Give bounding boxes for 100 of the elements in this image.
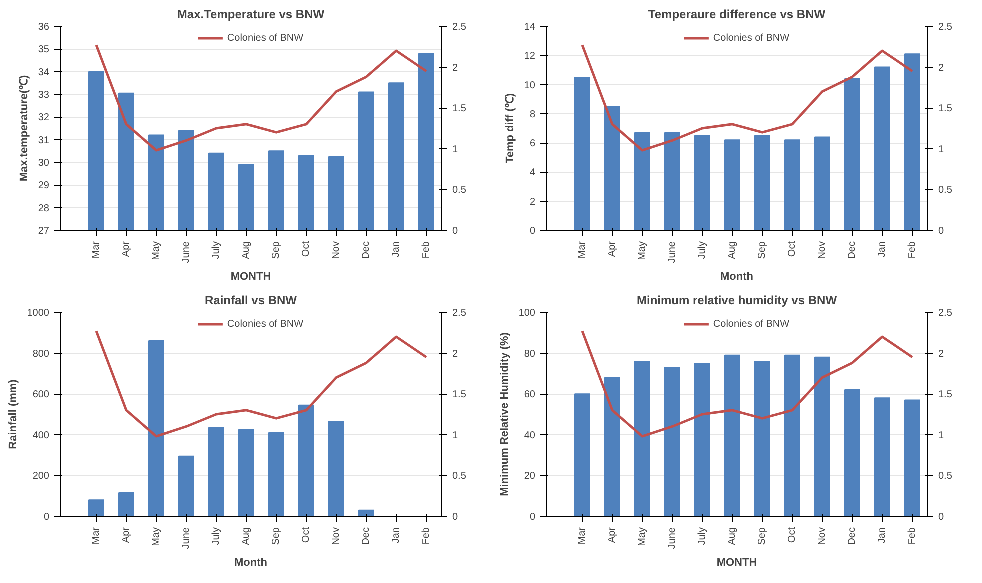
- x-tick-label: Dec: [361, 241, 372, 260]
- y2-tick-label: 0.5: [938, 471, 953, 482]
- bar: [238, 429, 254, 516]
- x-tick-label: Dec: [847, 527, 858, 546]
- y2-tick-label: 1.5: [938, 104, 953, 115]
- chart-title: Rainfall vs BNW: [204, 294, 298, 308]
- y2-tick-label: 2: [938, 62, 944, 74]
- x-tick-label: Aug: [241, 527, 252, 546]
- y2-tick-label: 1: [938, 144, 944, 156]
- bar: [784, 140, 800, 230]
- line-series: [581, 44, 914, 152]
- y-tick-label: 12: [524, 51, 536, 62]
- x-tick-label: Aug: [727, 527, 738, 546]
- x-tick-label: Apr: [121, 240, 132, 258]
- y-tick-label: 34: [38, 67, 50, 78]
- y-tick-label: 200: [32, 471, 50, 482]
- y-axis-title: Temp diff (℃): [504, 93, 516, 164]
- x-tick-label: July: [211, 527, 222, 546]
- x-tick-label: Feb: [421, 527, 432, 545]
- bar: [118, 492, 134, 516]
- y-axis-title: Max.temperature(℃): [18, 74, 30, 182]
- x-tick-label: Aug: [727, 241, 738, 260]
- x-tick-label: Apr: [607, 240, 618, 258]
- y2-tick-label: 2: [452, 348, 458, 360]
- y2-tick-label: 1.5: [452, 104, 467, 115]
- y-tick-label: 36: [38, 22, 50, 33]
- y-tick-label: 14: [524, 22, 536, 33]
- x-tick-label: Mar: [577, 240, 588, 259]
- bar: [328, 421, 344, 516]
- y-tick-label: 0: [44, 512, 50, 523]
- y-tick-label: 6: [530, 138, 536, 150]
- y-tick-label: 8: [530, 109, 536, 120]
- y-tick-label: 80: [524, 348, 536, 360]
- y-tick-label: 2: [530, 196, 536, 208]
- bar: [148, 340, 164, 516]
- y-tick-label: 0: [530, 226, 536, 237]
- bar: [358, 510, 374, 516]
- bar: [724, 140, 740, 230]
- bar: [604, 377, 620, 516]
- x-tick-label: May: [151, 527, 162, 546]
- bar: [724, 354, 740, 516]
- y2-tick-label: 2.5: [938, 22, 953, 33]
- legend-label: Colonies of BNW: [713, 318, 790, 330]
- y-tick-label: 35: [38, 44, 50, 56]
- x-tick-label: Jan: [877, 242, 888, 258]
- x-tick-label: July: [211, 241, 222, 260]
- y-tick-label: 27: [38, 226, 50, 237]
- x-axis-title: MONTH: [230, 271, 272, 284]
- y-axis-title: Minimum Relative Humidity (%): [498, 332, 511, 496]
- bar: [604, 106, 620, 230]
- bar: [874, 398, 890, 516]
- bar: [784, 354, 800, 516]
- legend-label: Colonies of BNW: [227, 32, 304, 44]
- bar: [574, 77, 590, 230]
- x-tick-label: Sep: [271, 241, 282, 260]
- bar: [574, 394, 590, 516]
- bar: [208, 427, 224, 516]
- x-tick-label: Sep: [271, 527, 282, 546]
- y-tick-label: 10: [524, 80, 536, 92]
- x-tick-label: July: [697, 241, 708, 260]
- bar: [178, 456, 194, 516]
- x-tick-label: Sep: [757, 527, 768, 546]
- line-series: [95, 44, 428, 152]
- chart-title: Temperaure difference vs BNW: [648, 8, 826, 22]
- x-tick-label: Aug: [241, 241, 252, 260]
- bar: [634, 132, 650, 230]
- x-tick-label: Oct: [787, 527, 798, 544]
- y-tick-label: 30: [38, 158, 50, 169]
- y2-tick-label: 0: [938, 226, 944, 237]
- chart-title: Max.Temperature vs BNW: [177, 8, 326, 22]
- bar: [664, 132, 680, 230]
- bar: [694, 135, 710, 230]
- bar: [844, 78, 860, 230]
- x-tick-label: May: [637, 241, 648, 260]
- bar: [694, 363, 710, 516]
- bar: [904, 400, 920, 516]
- line-series: [581, 330, 914, 438]
- x-tick-label: Feb: [907, 527, 918, 545]
- y2-tick-label: 1: [452, 144, 458, 156]
- x-tick-label: Jan: [877, 528, 888, 544]
- x-tick-label: June: [181, 241, 192, 264]
- bar: [88, 500, 104, 516]
- y-tick-label: 28: [38, 203, 50, 214]
- chart-title: Minimum relative humidity vs BNW: [636, 294, 838, 308]
- y2-tick-label: 0: [938, 512, 944, 523]
- y2-tick-label: 0: [452, 226, 458, 237]
- y2-tick-label: 0: [452, 512, 458, 523]
- x-tick-label: Nov: [331, 527, 342, 546]
- y-tick-label: 4: [530, 168, 536, 179]
- y2-tick-label: 0.5: [938, 185, 953, 196]
- x-tick-label: Apr: [121, 526, 132, 544]
- x-tick-label: June: [667, 527, 678, 550]
- x-tick-label: Feb: [907, 241, 918, 259]
- bar: [814, 356, 830, 516]
- x-tick-label: Nov: [817, 241, 828, 260]
- bar: [634, 360, 650, 516]
- x-tick-label: Nov: [817, 527, 828, 546]
- y2-tick-label: 0.5: [452, 471, 467, 482]
- bar: [664, 367, 680, 516]
- x-tick-label: Jan: [391, 242, 402, 258]
